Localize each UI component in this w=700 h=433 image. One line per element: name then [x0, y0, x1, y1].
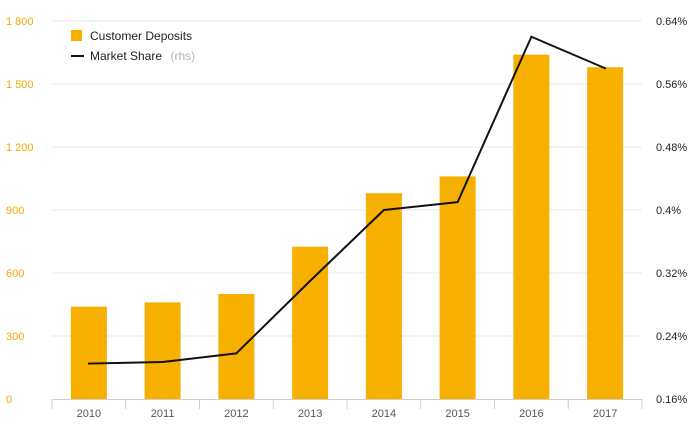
y-right-tick-label: 0.32%	[656, 268, 687, 280]
market-share-point	[530, 35, 533, 38]
y-left-tick-label: 1 800	[6, 16, 34, 28]
y-right-tick-label: 0.48%	[656, 142, 687, 154]
bar-customer-deposits	[218, 294, 255, 399]
x-tick-label: 2016	[519, 408, 543, 420]
legend-label-market-share: Market Share (rhs)	[90, 47, 195, 64]
y-right-tick-label: 0.64%	[656, 16, 687, 28]
gridlines	[52, 20, 642, 337]
y-left-tick-label: 1 500	[6, 79, 34, 91]
x-tick-label: 2015	[445, 408, 469, 420]
x-tick-label: 2010	[77, 408, 101, 420]
bar-customer-deposits	[292, 246, 329, 399]
y-right-tick-label: 0.16%	[656, 394, 687, 406]
x-tick-label: 2013	[298, 408, 322, 420]
market-share-point	[235, 352, 238, 355]
market-share-point	[456, 201, 459, 204]
legend-swatch-deposits	[71, 30, 82, 41]
y-left-tick-label: 0	[6, 394, 12, 406]
bar-customer-deposits	[70, 306, 107, 399]
axes: 0 300 600 900 1 200 1 500 1 800 0.16% 0.24% 0.32%…	[6, 16, 687, 420]
x-tick-label: 2012	[224, 408, 248, 420]
x-tick-label: 2011	[151, 408, 175, 420]
y-left-tick-label: 300	[6, 331, 24, 343]
bar-customer-deposits	[144, 302, 181, 399]
x-tick-label: 2014	[372, 408, 396, 420]
y-right-tick-label: 0.4%	[656, 205, 681, 217]
bar-customer-deposits	[513, 54, 550, 399]
legend-label-market-share-suffix: (rhs)	[170, 49, 195, 63]
bar-customer-deposits	[365, 193, 402, 399]
market-share-point	[87, 362, 90, 365]
y-left-tick-label: 600	[6, 268, 24, 280]
bar-customer-deposits	[587, 67, 624, 399]
legend: Customer Deposits Market Share (rhs)	[71, 29, 195, 64]
y-left-tick-label: 1 200	[6, 142, 34, 154]
y-right-tick-label: 0.56%	[656, 79, 687, 91]
market-share-line-group	[87, 35, 607, 365]
legend-label-market-share-name: Market Share	[90, 49, 162, 63]
legend-label-deposits: Customer Deposits	[90, 29, 192, 43]
market-share-point	[604, 67, 607, 70]
market-share-line	[88, 35, 606, 365]
y-left-tick-label: 900	[6, 205, 24, 217]
y-right-tick-label: 0.24%	[656, 331, 687, 343]
market-share-point	[309, 279, 312, 282]
x-tick-label: 2017	[593, 408, 617, 420]
bar-customer-deposits	[439, 176, 476, 399]
market-share-point	[382, 209, 385, 211]
market-share-point	[161, 360, 164, 363]
deposit-bars	[70, 54, 624, 399]
